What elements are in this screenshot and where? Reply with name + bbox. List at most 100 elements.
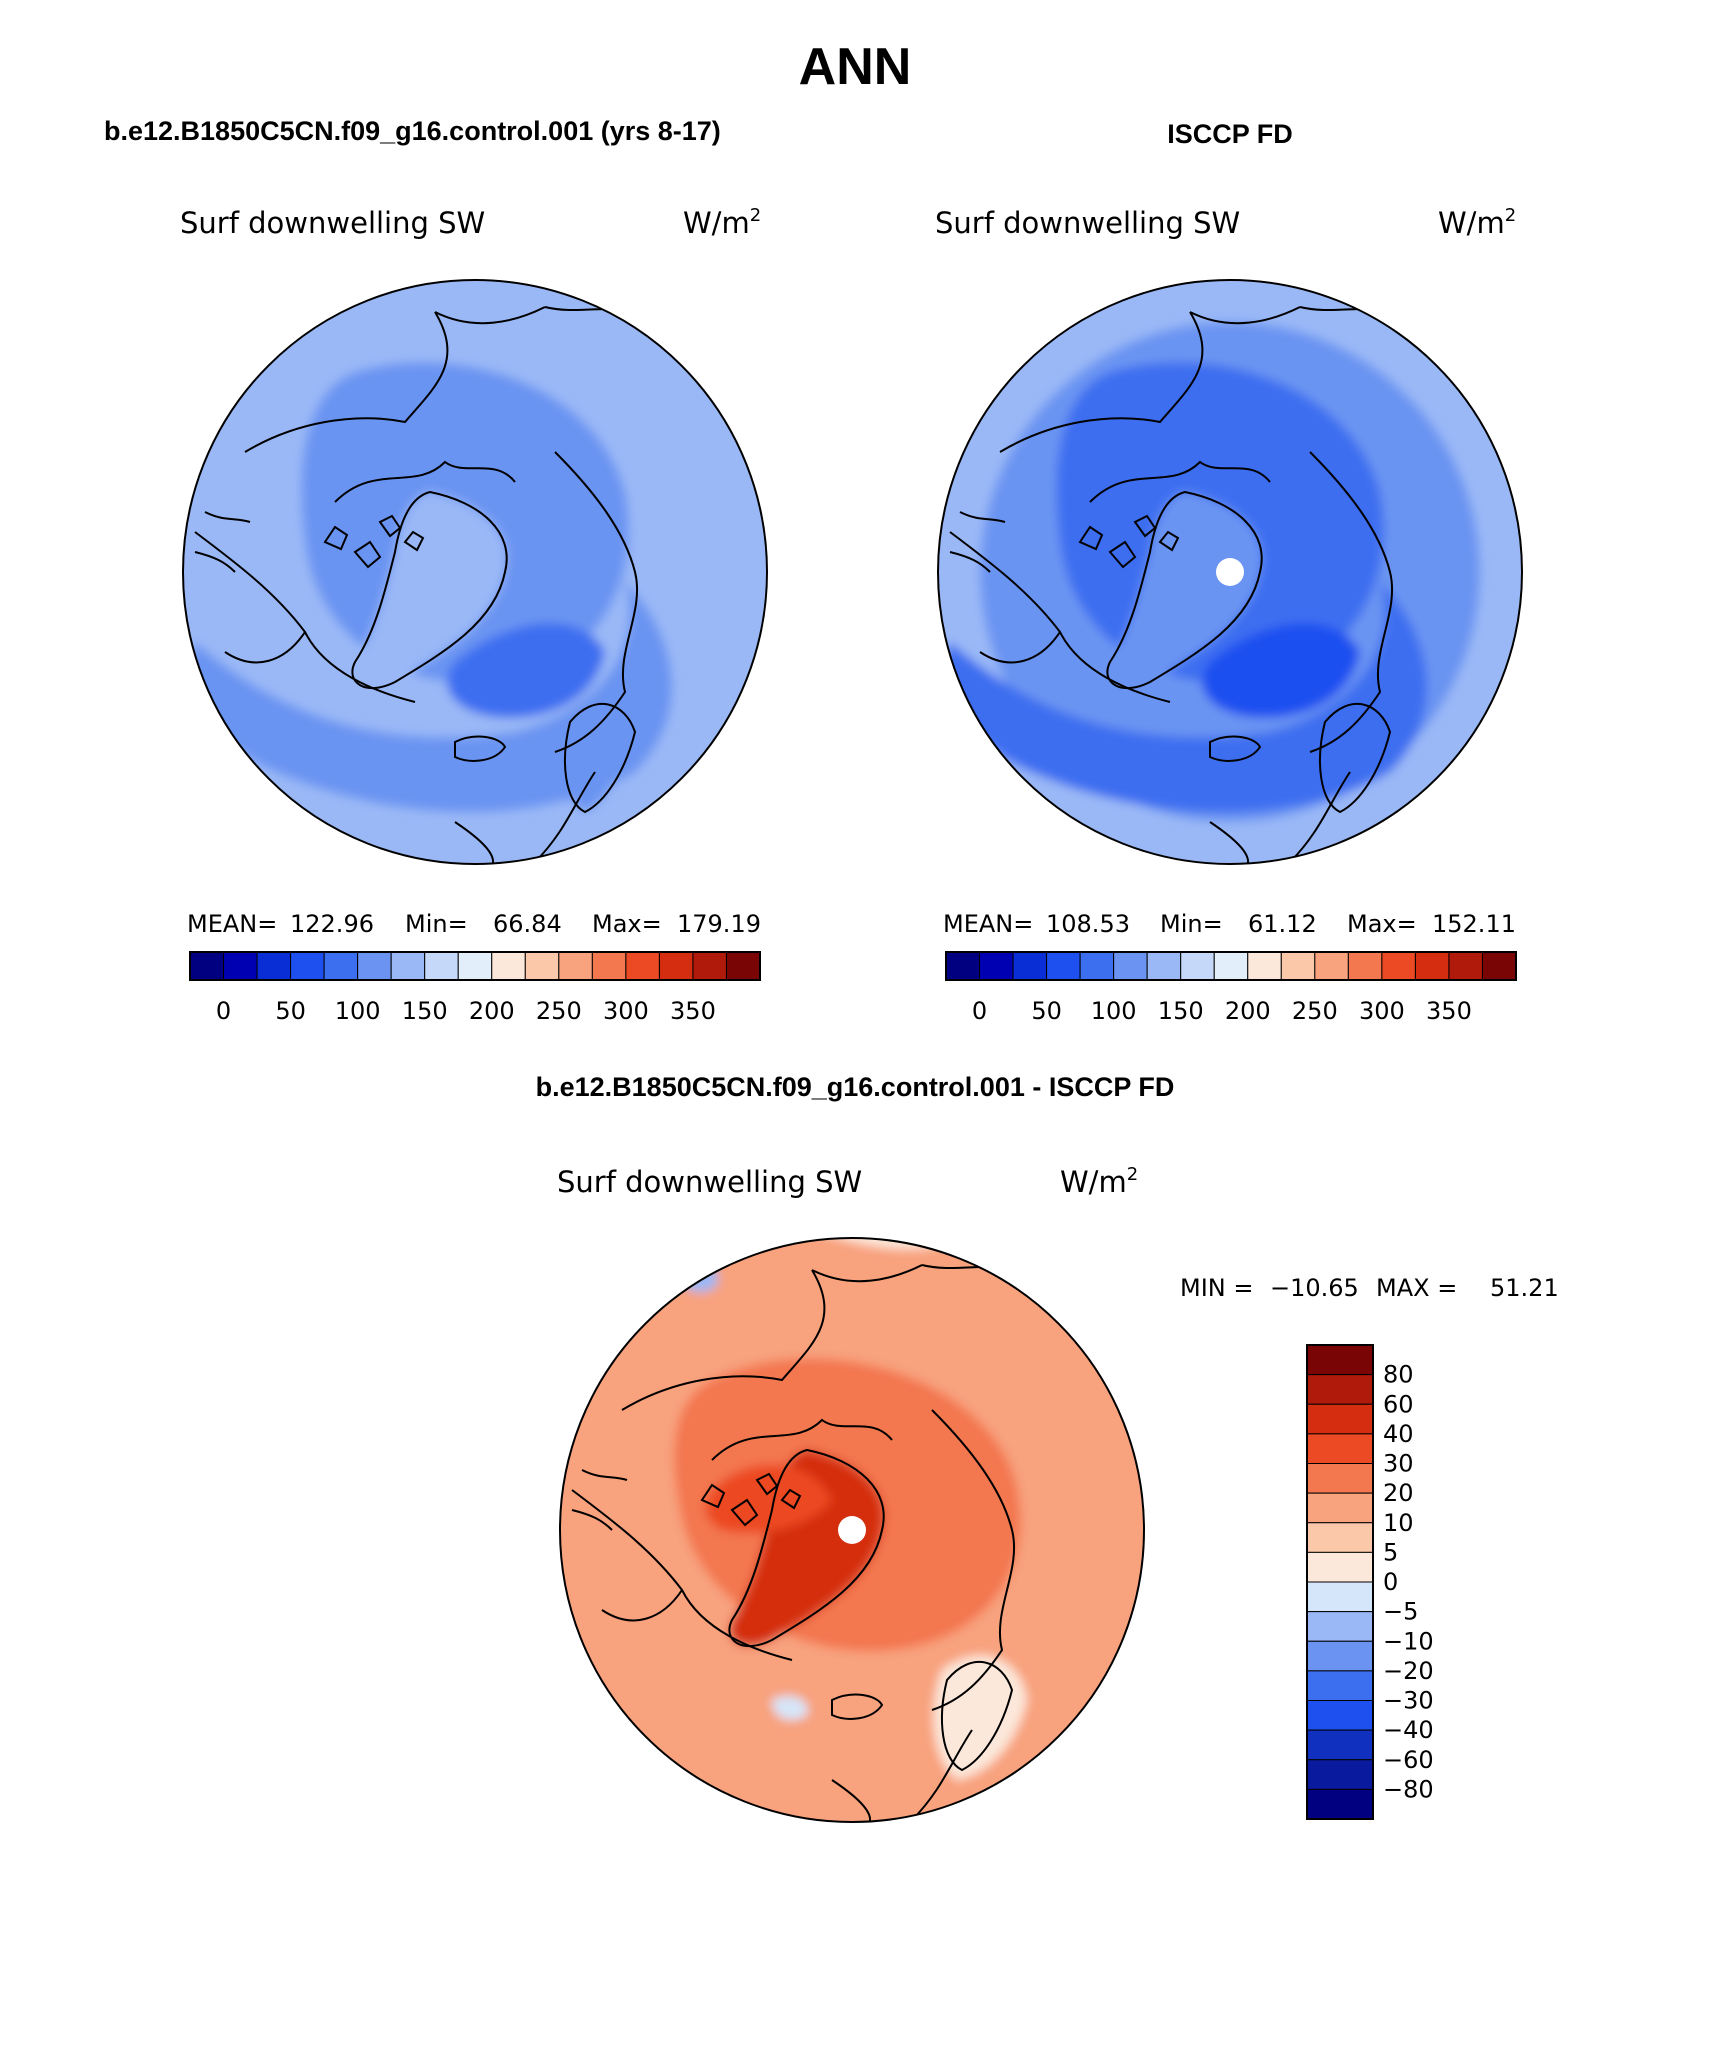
obs-colorbar-tick: 300 [1359, 997, 1405, 1025]
model-stats: MEAN= 122.96 Min= 66.84 Max= 179.19 [187, 910, 761, 938]
model-colorbar-tick: 250 [536, 997, 582, 1025]
difference-map-border [559, 1237, 1145, 1823]
model-coastlines [194, 306, 767, 864]
obs-region-greenland [1107, 492, 1262, 689]
obs-max-value: 152.11 [1432, 910, 1516, 938]
model-colorbar-swatch [357, 951, 392, 981]
obs-colorbar-swatch [1481, 951, 1517, 981]
model-colorbar-tick: 0 [216, 997, 231, 1025]
difference-colorbar-tick: 80 [1383, 1361, 1414, 1389]
difference-pole-missing-data [838, 1516, 866, 1544]
obs-colorbar-swatch [1079, 951, 1115, 981]
model-colorbar-swatch [658, 951, 694, 981]
model-colorbar-swatch [256, 951, 292, 981]
difference-map [559, 1237, 1145, 1823]
obs-colorbar-swatch [1146, 951, 1182, 981]
difference-colorbar-tick: 0 [1383, 1568, 1398, 1596]
difference-scandinavia-outline [941, 1661, 1014, 1772]
obs-colorbar-tick: 50 [1031, 997, 1062, 1025]
obs-map [937, 279, 1523, 865]
obs-mean-label: MEAN= [943, 910, 1033, 938]
difference-region-scandinavia [933, 1655, 1027, 1780]
obs-colorbar-tick: 350 [1426, 997, 1472, 1025]
model-region-north-atlantic-band [188, 582, 673, 813]
difference-greenland-outline [728, 1448, 885, 1647]
difference-colorbar-swatch [1306, 1759, 1374, 1790]
model-colorbar-tick: 200 [469, 997, 515, 1025]
obs-region-barents-minimum [1202, 623, 1360, 718]
obs-greenland-outline [1106, 490, 1263, 689]
model-colorbar-swatch [223, 951, 258, 981]
model-mean-label: MEAN= [187, 910, 277, 938]
obs-colorbar-tick: 100 [1091, 997, 1137, 1025]
difference-colorbar-tick: 40 [1383, 1420, 1414, 1448]
model-colorbar-tick: 50 [275, 997, 306, 1025]
model-colorbar-swatch [524, 951, 560, 981]
obs-colorbar-tick: 0 [972, 997, 987, 1025]
model-colorbar-tick: 350 [670, 997, 716, 1025]
obs-panel: Surf downwelling SW W/m2 MEAN= 10 [935, 205, 1523, 1025]
obs-colorbar-swatch [1381, 951, 1416, 981]
difference-colorbar-tick: −30 [1383, 1687, 1434, 1715]
obs-max-label: Max= [1347, 910, 1417, 938]
difference-variable-label: Surf downwelling SW [557, 1165, 862, 1199]
difference-colorbar-swatch [1306, 1344, 1374, 1376]
difference-colorbar-tick: −60 [1383, 1746, 1434, 1774]
obs-variable-label: Surf downwelling SW [935, 206, 1240, 240]
difference-colorbar-swatch [1306, 1492, 1374, 1524]
model-colorbar-frame [189, 951, 761, 981]
model-colorbar-swatch [390, 951, 426, 981]
obs-colorbar-tick: 150 [1158, 997, 1204, 1025]
obs-colorbar-swatch [1314, 951, 1349, 981]
model-colorbar-swatch [725, 951, 761, 981]
model-variable-label: Surf downwelling SW [180, 206, 485, 240]
model-colorbar-swatch [457, 951, 493, 981]
obs-units-label: W/m2 [1438, 205, 1516, 240]
figure-title: ANN [799, 38, 912, 96]
model-scandinavia-outline [564, 703, 637, 814]
model-max-label: Max= [592, 910, 662, 938]
obs-colorbar-swatch [1414, 951, 1450, 981]
model-colorbar-tick: 150 [402, 997, 448, 1025]
difference-panel: Surf downwelling SW W/m2 MIN = −1 [557, 1164, 1559, 1823]
model-colorbar-swatch [558, 951, 593, 981]
model-colorbar-tick: 300 [603, 997, 649, 1025]
difference-colorbar-swatch [1306, 1729, 1374, 1761]
difference-colorbar-frame [1306, 1344, 1374, 1820]
difference-colorbar-swatch [1306, 1640, 1374, 1672]
difference-colorbar-swatch [1306, 1611, 1374, 1642]
difference-colorbar-tick: −10 [1383, 1627, 1434, 1655]
difference-colorbar-swatch [1306, 1581, 1374, 1613]
difference-min-value: −10.65 [1270, 1274, 1359, 1302]
obs-colorbar-swatch [1347, 951, 1383, 981]
model-colorbar-swatch [424, 951, 459, 981]
difference-units-label: W/m2 [1060, 1164, 1138, 1199]
difference-colorbar-tick: −40 [1383, 1716, 1434, 1744]
model-colorbar-swatch [591, 951, 627, 981]
obs-colorbar-swatch [1280, 951, 1316, 981]
obs-min-value: 61.12 [1248, 910, 1317, 938]
obs-colorbar-swatch [1012, 951, 1048, 981]
difference-colorbar-swatch [1306, 1788, 1374, 1820]
difference-colorbar-swatch [1306, 1522, 1374, 1553]
difference-colorbar-tick: −20 [1383, 1657, 1434, 1685]
model-panel-title: b.e12.B1850C5CN.f09_g16.control.001 (yrs… [104, 116, 721, 146]
model-max-value: 179.19 [677, 910, 761, 938]
model-region-scandinavia [565, 703, 635, 812]
model-iceland-outline [454, 735, 507, 762]
difference-region-patch-negative-2 [772, 1695, 808, 1720]
model-colorbar-swatch [491, 951, 526, 981]
model-region-barents-minimum [447, 623, 605, 718]
model-panel: Surf downwelling SW W/m2 MEAN= 122.96 [180, 205, 768, 1025]
difference-colorbar-swatch [1306, 1700, 1374, 1731]
obs-colorbar-tick: 200 [1225, 997, 1271, 1025]
obs-pole-missing-data [1216, 558, 1244, 586]
model-map [182, 279, 768, 865]
model-mean-value: 122.96 [290, 910, 374, 938]
model-min-value: 66.84 [493, 910, 562, 938]
obs-mean-value: 108.53 [1046, 910, 1130, 938]
difference-iceland-outline [831, 1693, 884, 1720]
difference-colorbar-tick: 10 [1383, 1509, 1414, 1537]
difference-min-label: MIN = [1180, 1274, 1253, 1302]
